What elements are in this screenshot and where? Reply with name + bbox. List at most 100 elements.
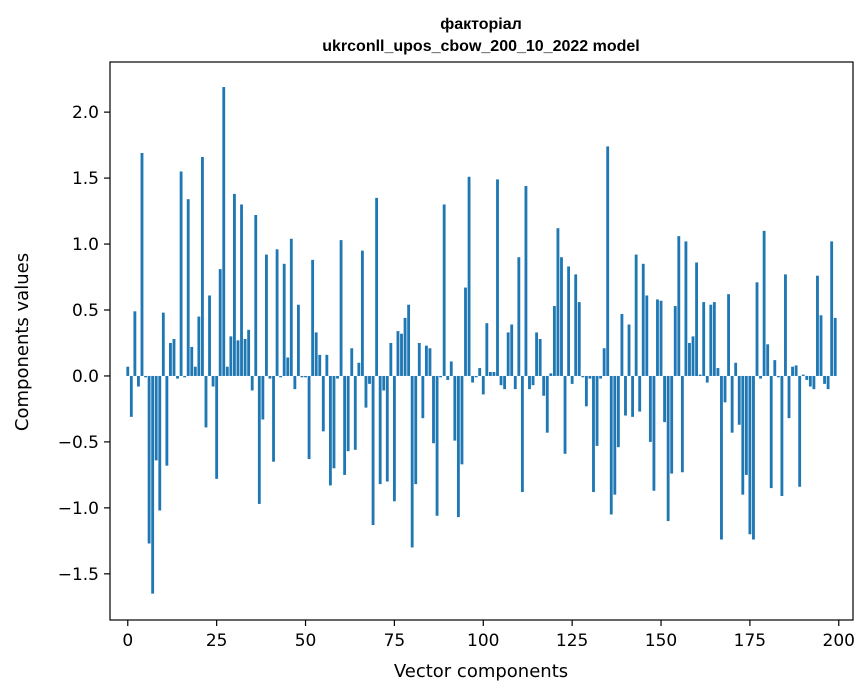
bar-47	[293, 375, 297, 390]
bar-70	[375, 197, 379, 376]
bar-3	[137, 375, 140, 387]
x-axis-label: Vector components	[394, 661, 568, 682]
bar-197	[826, 375, 830, 390]
bar-91	[449, 361, 453, 376]
bar-134	[602, 348, 606, 376]
bar-12	[169, 342, 172, 376]
bar-186	[787, 375, 791, 419]
bar-46	[289, 238, 293, 376]
bar-115	[535, 332, 539, 376]
bar-64	[353, 375, 357, 450]
bar-81	[414, 375, 418, 485]
x-tick-label: 125	[556, 631, 588, 651]
bar-183	[776, 375, 780, 378]
bar-174	[744, 375, 748, 475]
bar-137	[613, 375, 617, 495]
bar-55	[321, 375, 325, 432]
bar-48	[296, 304, 300, 376]
bar-144	[638, 375, 642, 412]
bar-157	[684, 241, 688, 376]
bar-143	[634, 254, 638, 376]
bar-181	[769, 375, 773, 489]
bar-135	[606, 146, 610, 376]
bar-10	[161, 312, 165, 376]
bar-84	[424, 345, 428, 376]
bar-131	[592, 375, 595, 493]
bar-191	[805, 375, 809, 380]
bar-160	[695, 262, 698, 376]
bar-126	[574, 274, 578, 376]
bar-21	[201, 156, 204, 376]
y-tick-label: 0.0	[72, 367, 99, 387]
bar-6	[147, 375, 151, 544]
bar-182	[773, 360, 777, 376]
bar-30	[233, 193, 236, 376]
bar-184	[780, 375, 784, 496]
bar-67	[364, 375, 368, 408]
y-tick-label: −0.5	[58, 433, 99, 453]
bar-71	[378, 375, 382, 485]
bar-94	[460, 375, 464, 465]
bar-29	[229, 336, 233, 376]
bar-53	[314, 332, 318, 376]
bar-8	[154, 375, 158, 461]
bar-162	[702, 302, 706, 376]
bar-13	[172, 339, 176, 376]
bar-38	[261, 375, 265, 420]
y-tick-label: 1.5	[72, 169, 99, 189]
bar-178	[759, 375, 762, 379]
bar-80	[410, 375, 414, 548]
bar-59	[336, 375, 339, 379]
bar-196	[823, 375, 826, 384]
bar-180	[766, 344, 770, 376]
bar-173	[741, 375, 745, 495]
bar-198	[830, 241, 834, 376]
bar-175	[748, 375, 752, 535]
bar-5	[144, 375, 147, 378]
bar-79	[407, 304, 411, 376]
bar-110	[517, 257, 521, 376]
bar-167	[720, 375, 723, 540]
bar-93	[456, 375, 460, 518]
bar-153	[670, 375, 674, 474]
chart-title-line-1: факторіал	[440, 16, 522, 33]
bar-43	[279, 375, 283, 378]
bar-120	[552, 306, 556, 376]
bar-19	[193, 366, 197, 376]
bar-164	[709, 304, 713, 376]
bar-60	[339, 240, 343, 376]
bar-49	[300, 375, 304, 378]
y-axis: −1.5 −1.0 −0.5 0.0 0.5 1.0 1.5 2.0	[58, 103, 110, 585]
bar-51	[307, 375, 311, 460]
plot-frame	[109, 61, 854, 621]
bar-106	[503, 375, 507, 390]
bar-138	[616, 375, 620, 448]
bar-23	[208, 295, 211, 376]
x-axis: 0 25 50 75 100 125 150 175 200	[122, 620, 855, 651]
bar-16	[183, 375, 187, 378]
bar-108	[510, 324, 514, 376]
bar-26	[218, 269, 222, 376]
bar-65	[357, 362, 361, 376]
bar-187	[791, 366, 794, 376]
bar-77	[400, 333, 403, 376]
bar-37	[257, 375, 261, 504]
bar-176	[752, 375, 755, 540]
bar-155	[677, 236, 681, 376]
bar-103	[492, 372, 496, 376]
bar-2	[133, 311, 137, 376]
x-tick-label: 50	[295, 631, 317, 651]
bar-185	[784, 274, 787, 376]
bar-66	[360, 250, 364, 376]
bar-89	[442, 204, 446, 376]
bar-group	[126, 87, 837, 594]
bar-20	[197, 316, 201, 376]
bar-101	[485, 323, 489, 376]
bar-97	[471, 375, 475, 383]
bar-133	[599, 375, 603, 379]
bar-168	[723, 375, 727, 403]
bar-88	[439, 375, 443, 378]
bar-152	[666, 375, 670, 522]
bar-199	[833, 317, 837, 376]
bar-15	[179, 171, 183, 376]
